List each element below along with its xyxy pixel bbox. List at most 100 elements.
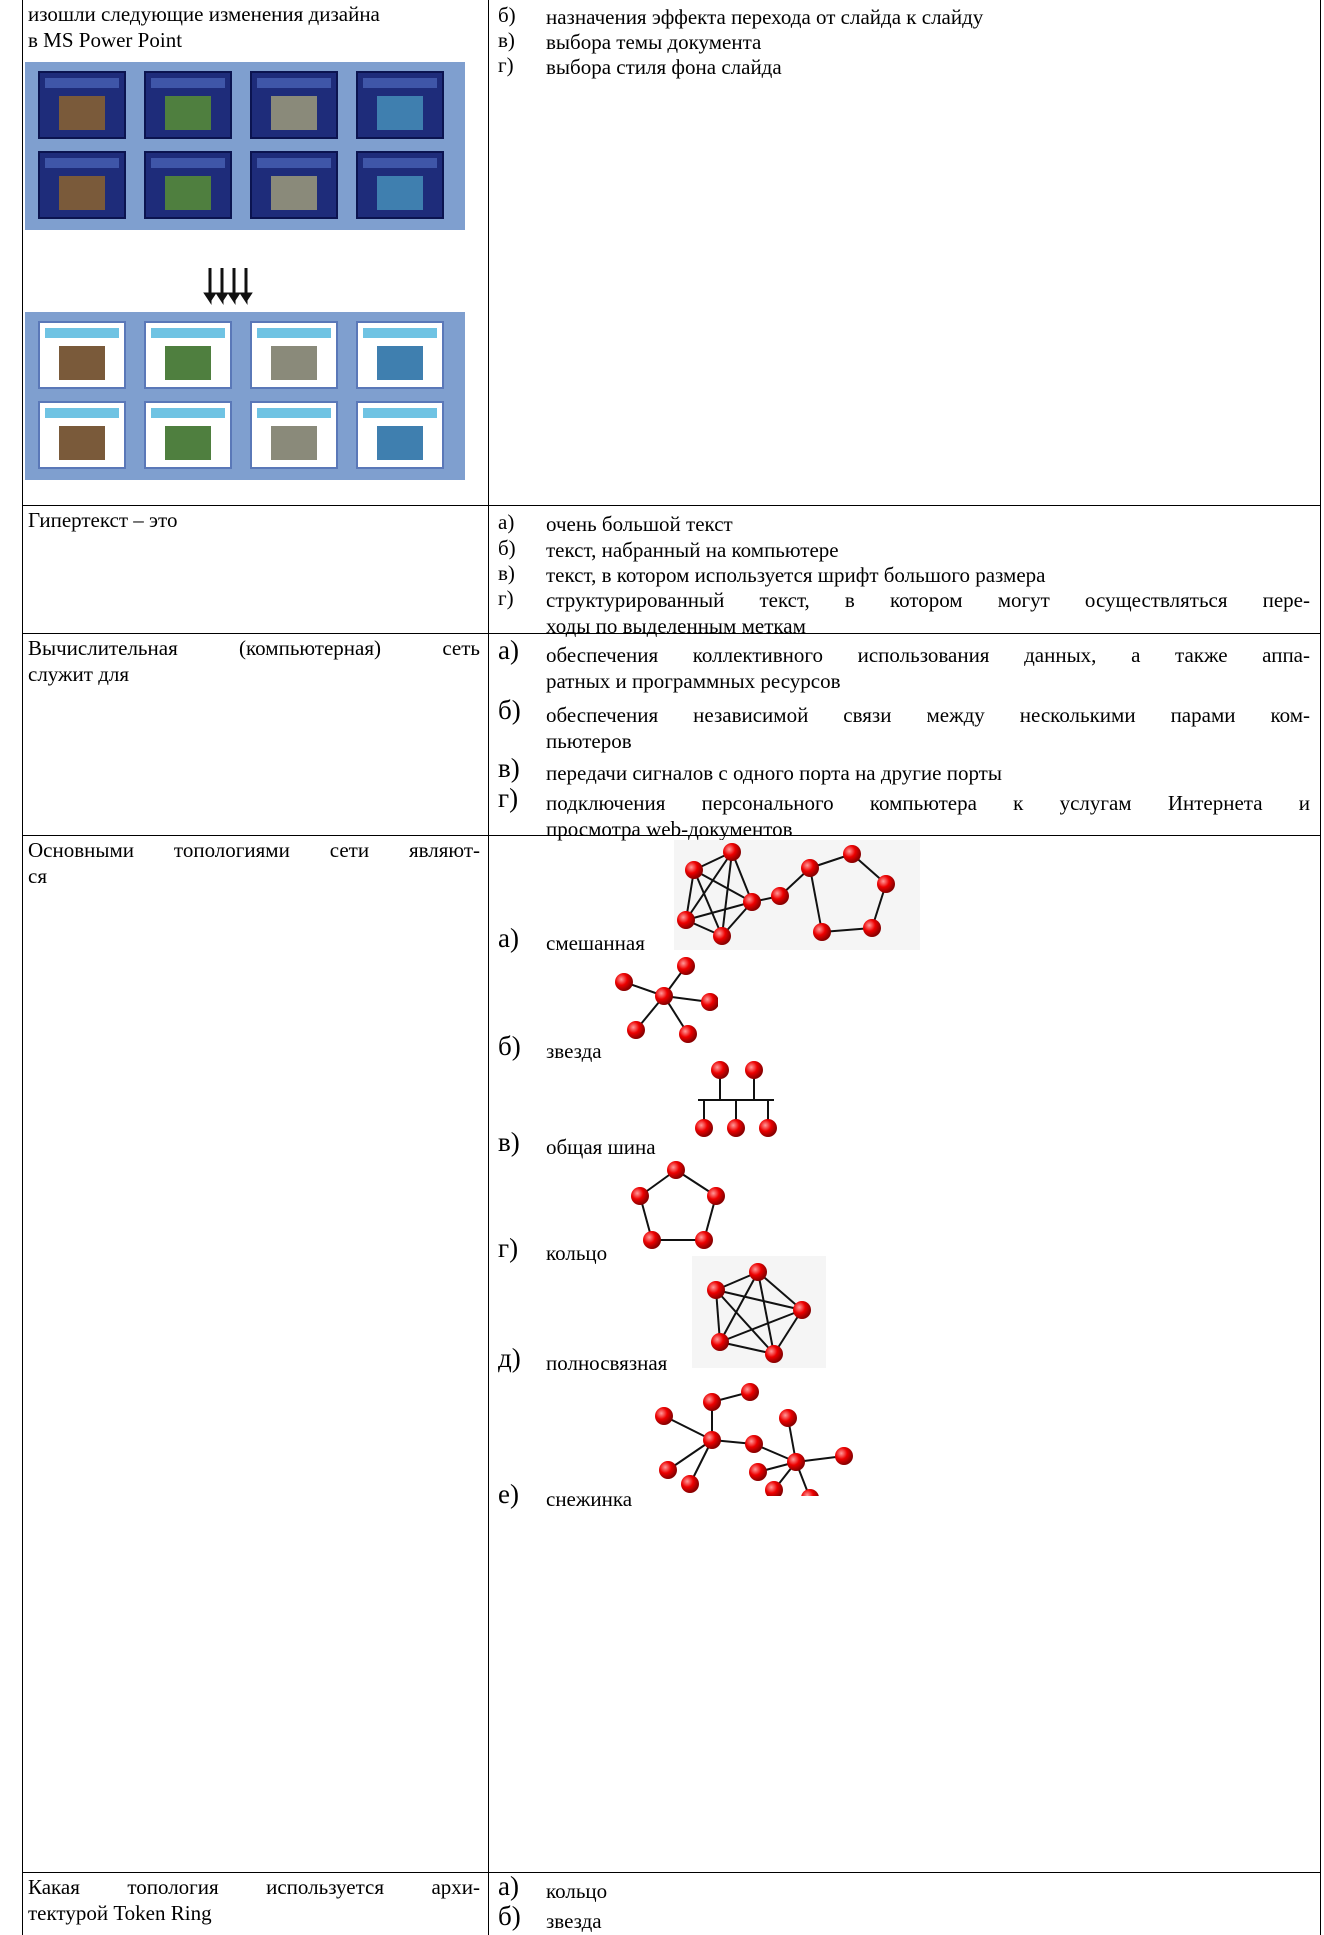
shape: [165, 346, 211, 380]
question-text: Какая топология используется архи-: [28, 1875, 480, 1899]
option-text: смешанная: [546, 931, 645, 955]
node: [701, 993, 718, 1011]
row-border: [22, 835, 1320, 836]
shape: [59, 426, 105, 460]
option-text: ратных и программных ресурсов: [546, 669, 841, 693]
option-text: обеспечения независимой связи между неск…: [546, 703, 1310, 727]
shape: [59, 96, 105, 130]
option-text: ходы по выделенным меткам: [546, 614, 806, 638]
node: [765, 1345, 783, 1363]
option-text: пьютеров: [546, 729, 632, 753]
option-letter: а): [498, 923, 519, 953]
option-letter: б): [498, 3, 516, 27]
node: [741, 1383, 759, 1401]
shape: [257, 328, 331, 338]
shape: [685, 851, 733, 921]
node: [779, 1409, 797, 1427]
question-text: Основными топологиями сети являют-: [28, 838, 480, 862]
shape: [271, 176, 317, 210]
shape: [151, 158, 225, 168]
option-text: назначения эффекта перехода от слайда к …: [546, 5, 984, 29]
option-text: выбора стиля фона слайда: [546, 55, 782, 79]
node: [677, 911, 695, 929]
slides-illustration: [25, 62, 465, 480]
node: [711, 1333, 729, 1351]
option-letter: а): [498, 510, 515, 534]
node: [631, 1187, 649, 1205]
shape: [257, 78, 331, 88]
shape: [363, 408, 437, 418]
question-text: Вычислительная (компьютерная) сеть: [28, 636, 480, 660]
shape: [693, 869, 753, 903]
node: [659, 1461, 677, 1479]
mixed-topology: [674, 840, 920, 950]
option-letter: а): [498, 635, 519, 665]
option-letter: г): [498, 53, 514, 77]
node: [615, 973, 633, 991]
star-topology: [615, 957, 718, 1043]
shape: [715, 1289, 803, 1311]
shape: [257, 158, 331, 168]
option-letter: б): [498, 1031, 521, 1061]
column-border: [22, 0, 23, 1935]
node: [765, 1481, 783, 1496]
bus-topology: [695, 1061, 777, 1137]
shape: [719, 1341, 775, 1355]
option-letter: б): [498, 695, 521, 725]
ring-topology: [631, 1161, 725, 1249]
question-text: в MS Power Point: [28, 28, 183, 52]
shape: [203, 268, 217, 305]
question-text: служит для: [28, 662, 130, 686]
node: [685, 861, 703, 879]
node: [677, 957, 695, 975]
shape: [257, 408, 331, 418]
shape: [215, 268, 229, 305]
option-text: очень большой текст: [546, 512, 733, 536]
node: [771, 887, 789, 905]
option-text: общая шина: [546, 1135, 656, 1159]
shape: [151, 408, 225, 418]
node: [707, 1187, 725, 1205]
node: [745, 1435, 763, 1453]
question-text: ся: [28, 864, 47, 888]
shape: [165, 426, 211, 460]
shape: [719, 1271, 759, 1343]
node: [801, 859, 819, 877]
node: [695, 1119, 713, 1137]
node: [681, 1475, 699, 1493]
shape: [719, 1309, 803, 1343]
shape: [363, 328, 437, 338]
option-text: звезда: [546, 1909, 602, 1933]
shape: [151, 328, 225, 338]
option-letter: е): [498, 1479, 519, 1509]
node: [679, 1025, 697, 1043]
question-text: Гипертекст – это: [28, 508, 178, 532]
mesh-topology: [692, 1256, 826, 1368]
option-text: текст, набранный на компьютере: [546, 538, 839, 562]
question-text: тектурой Token Ring: [28, 1901, 212, 1925]
node: [787, 1453, 805, 1471]
node: [713, 927, 731, 945]
shape: [377, 346, 423, 380]
shape: [271, 426, 317, 460]
shape: [377, 96, 423, 130]
option-letter: в): [498, 1127, 520, 1157]
node: [723, 843, 741, 861]
node: [707, 1281, 725, 1299]
option-text: структурированный текст, в котором могут…: [546, 588, 1310, 612]
column-border: [488, 0, 489, 1935]
node: [813, 923, 831, 941]
node: [743, 893, 761, 911]
shape: [45, 328, 119, 338]
node: [711, 1061, 729, 1079]
node: [863, 919, 881, 937]
shape: [239, 268, 253, 305]
option-text: передачи сигналов с одного порта на друг…: [546, 761, 1002, 785]
node: [835, 1447, 853, 1465]
shape: [715, 1289, 775, 1355]
node: [703, 1393, 721, 1411]
option-letter: в): [498, 561, 515, 585]
shape: [271, 346, 317, 380]
option-text: полносвязная: [546, 1351, 668, 1375]
